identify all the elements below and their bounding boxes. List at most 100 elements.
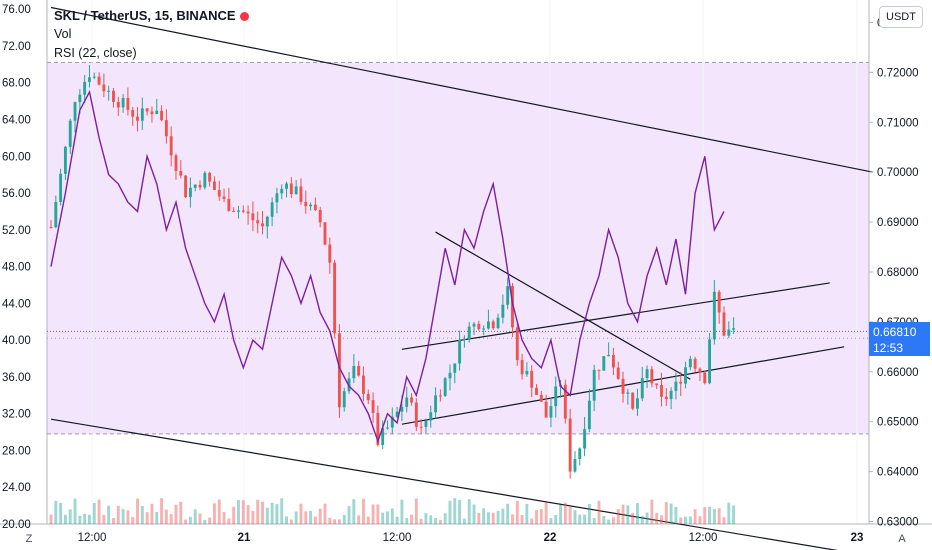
candle-body[interactable] <box>419 426 423 428</box>
candle-body[interactable] <box>217 189 221 197</box>
candle-body[interactable] <box>511 286 514 328</box>
candle-body[interactable] <box>294 186 298 195</box>
candle-body[interactable] <box>107 90 111 92</box>
candle-body[interactable] <box>102 84 106 92</box>
candles[interactable] <box>49 64 736 479</box>
candle-body[interactable] <box>174 155 178 171</box>
candle-body[interactable] <box>448 372 452 379</box>
candle-body[interactable] <box>145 108 149 112</box>
candle-body[interactable] <box>376 412 380 446</box>
candle-body[interactable] <box>405 397 409 407</box>
candle-body[interactable] <box>184 175 188 198</box>
candle-body[interactable] <box>587 400 591 430</box>
candle-body[interactable] <box>506 286 510 305</box>
candle-body[interactable] <box>424 420 428 427</box>
candle-body[interactable] <box>467 326 471 340</box>
candle-body[interactable] <box>342 391 346 408</box>
candle-body[interactable] <box>477 323 481 330</box>
candle-body[interactable] <box>323 222 327 245</box>
candle-body[interactable] <box>126 97 130 110</box>
candle-body[interactable] <box>92 76 96 78</box>
candle-body[interactable] <box>198 184 202 188</box>
candle-body[interactable] <box>679 381 683 384</box>
candle-body[interactable] <box>280 188 284 194</box>
candle-body[interactable] <box>578 448 582 459</box>
candle-body[interactable] <box>438 395 442 397</box>
candle-body[interactable] <box>458 339 462 364</box>
candle-body[interactable] <box>131 109 135 117</box>
trendline[interactable] <box>50 418 873 550</box>
candle-body[interactable] <box>169 136 173 156</box>
candle-body[interactable] <box>222 196 226 199</box>
candle-body[interactable] <box>270 202 274 217</box>
zoom-button[interactable]: Z <box>25 533 33 545</box>
currency-badge[interactable]: USDT <box>879 6 923 28</box>
candle-body[interactable] <box>664 396 668 400</box>
candle-body[interactable] <box>59 173 63 202</box>
candle-body[interactable] <box>116 101 120 108</box>
candle-body[interactable] <box>684 367 687 384</box>
candle-body[interactable] <box>660 385 663 397</box>
candle-body[interactable] <box>299 186 303 202</box>
candle-body[interactable] <box>722 312 726 336</box>
candle-body[interactable] <box>727 329 731 336</box>
candle-body[interactable] <box>539 394 543 402</box>
candle-body[interactable] <box>49 227 53 229</box>
candle-body[interactable] <box>227 198 231 211</box>
candle-body[interactable] <box>554 386 558 407</box>
candle-body[interactable] <box>688 358 692 368</box>
candle-body[interactable] <box>289 183 293 195</box>
trendline[interactable] <box>435 231 691 380</box>
candle-body[interactable] <box>592 369 596 401</box>
candle-body[interactable] <box>568 418 572 472</box>
candle-body[interactable] <box>583 429 587 449</box>
candle-body[interactable] <box>472 323 476 327</box>
candle-body[interactable] <box>88 77 91 82</box>
candle-body[interactable] <box>525 370 529 375</box>
candle-body[interactable] <box>179 170 183 176</box>
candle-body[interactable] <box>112 90 115 102</box>
candle-body[interactable] <box>309 204 313 207</box>
candle-body[interactable] <box>655 383 659 386</box>
candle-body[interactable] <box>597 369 601 371</box>
candle-body[interactable] <box>708 339 712 384</box>
candle-body[interactable] <box>607 354 611 357</box>
candle-body[interactable] <box>265 216 269 227</box>
candle-body[interactable] <box>352 365 356 379</box>
candle-body[interactable] <box>443 378 447 396</box>
candle-body[interactable] <box>535 387 538 395</box>
candle-body[interactable] <box>453 363 457 373</box>
candle-body[interactable] <box>83 81 87 95</box>
auto-scale-button[interactable]: A <box>898 533 906 545</box>
candle-body[interactable] <box>232 210 236 212</box>
candle-body[interactable] <box>650 369 654 384</box>
candle-body[interactable] <box>68 120 72 147</box>
candle-body[interactable] <box>703 372 707 384</box>
candle-body[interactable] <box>669 390 673 400</box>
candle-body[interactable] <box>544 401 548 418</box>
candle-body[interactable] <box>275 193 279 203</box>
candle-body[interactable] <box>515 327 519 361</box>
candle-body[interactable] <box>136 116 139 121</box>
candle-body[interactable] <box>193 184 197 188</box>
candle-body[interactable] <box>328 244 332 263</box>
candle-body[interactable] <box>645 369 649 379</box>
candle-body[interactable] <box>318 209 322 223</box>
time-axis[interactable]: 12:00 21 12:00 22 12:00 23 <box>78 532 864 544</box>
candle-body[interactable] <box>333 262 337 334</box>
candle-body[interactable] <box>395 411 399 417</box>
candle-body[interactable] <box>698 368 702 373</box>
candle-body[interactable] <box>674 381 678 391</box>
candle-body[interactable] <box>140 108 144 121</box>
candle-body[interactable] <box>212 181 216 190</box>
candle-body[interactable] <box>362 375 365 394</box>
candle-body[interactable] <box>188 187 192 198</box>
candle-body[interactable] <box>434 395 438 413</box>
candle-body[interactable] <box>602 356 606 371</box>
candle-body[interactable] <box>712 291 716 340</box>
candle-body[interactable] <box>285 183 288 189</box>
candle-body[interactable] <box>390 416 394 428</box>
candle-body[interactable] <box>164 120 168 137</box>
candle-body[interactable] <box>400 406 404 412</box>
